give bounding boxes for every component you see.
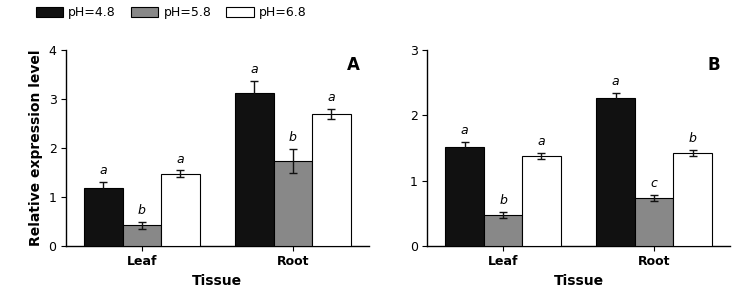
Text: c: c: [651, 177, 657, 190]
Bar: [635, 198, 674, 246]
Text: b: b: [688, 132, 696, 145]
Text: a: a: [612, 75, 619, 89]
Bar: [84, 188, 122, 246]
Bar: [273, 161, 312, 246]
Text: A: A: [346, 56, 360, 74]
Text: a: a: [328, 91, 335, 104]
Text: a: a: [251, 63, 258, 76]
Text: a: a: [461, 124, 468, 137]
Text: b: b: [138, 204, 146, 217]
Bar: [596, 98, 635, 246]
Bar: [483, 215, 523, 246]
Text: a: a: [177, 152, 184, 165]
Text: b: b: [499, 194, 507, 207]
X-axis label: Tissue: Tissue: [192, 274, 242, 288]
Text: a: a: [538, 135, 545, 148]
Y-axis label: Relative expression level: Relative expression level: [29, 50, 43, 246]
Bar: [312, 114, 351, 246]
Bar: [122, 225, 161, 246]
Bar: [674, 153, 712, 246]
Bar: [445, 147, 483, 246]
Text: B: B: [708, 56, 721, 74]
Bar: [235, 93, 273, 246]
Legend: pH=4.8, pH=5.8, pH=6.8: pH=4.8, pH=5.8, pH=6.8: [35, 6, 307, 19]
X-axis label: Tissue: Tissue: [553, 274, 604, 288]
Bar: [161, 174, 200, 246]
Bar: [523, 156, 561, 246]
Text: b: b: [289, 131, 297, 144]
Text: a: a: [99, 164, 107, 177]
